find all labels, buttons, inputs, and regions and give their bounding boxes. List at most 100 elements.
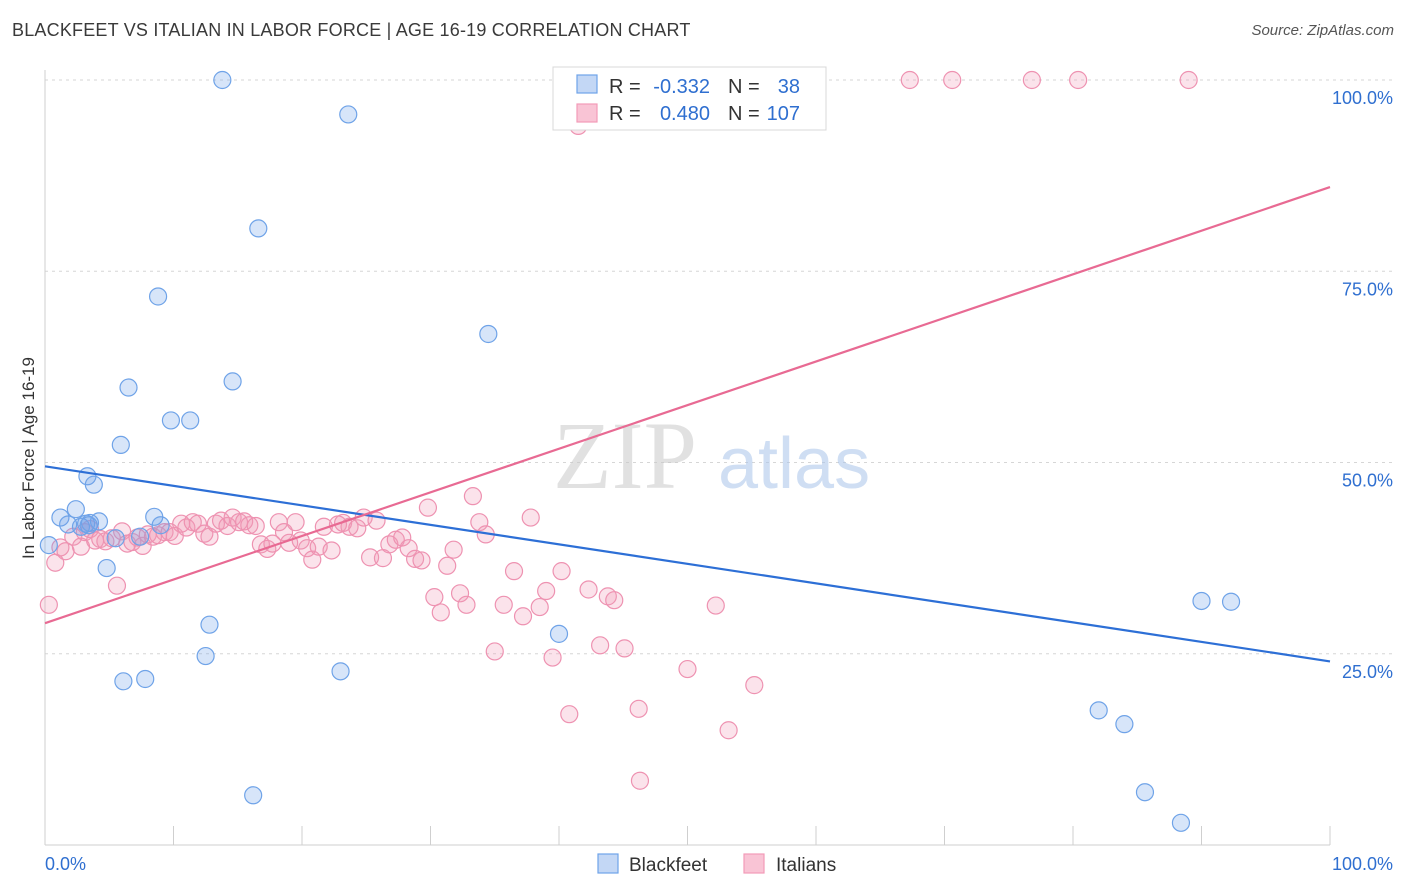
point-italians-72[interactable]: [463, 487, 483, 506]
point-italians-79[interactable]: [521, 508, 540, 527]
point-blackfeet-19[interactable]: [148, 287, 168, 306]
point-italians-98[interactable]: [900, 70, 919, 90]
point-italians-84[interactable]: [560, 705, 579, 724]
point-italians-96[interactable]: [745, 676, 764, 695]
point-italians-66[interactable]: [425, 588, 444, 607]
point-blackfeet-14[interactable]: [114, 672, 133, 691]
point-italians-81[interactable]: [537, 581, 556, 601]
bottom-legend-label-italians[interactable]: Italians: [776, 855, 836, 876]
bottom-legend-swatch-italians[interactable]: [743, 853, 765, 874]
point-italians-68[interactable]: [438, 556, 457, 575]
point-italians-61[interactable]: [393, 528, 412, 547]
point-italians-53[interactable]: [340, 517, 359, 536]
point-italians-91[interactable]: [629, 699, 648, 718]
point-blackfeet-29[interactable]: [331, 662, 350, 681]
y-tick-label-100: 100.0%: [1332, 88, 1393, 108]
point-blackfeet-17[interactable]: [136, 669, 155, 689]
point-italians-100[interactable]: [1022, 70, 1041, 90]
point-blackfeet-34[interactable]: [1115, 715, 1134, 734]
bottom-legend-label-blackfeet[interactable]: Blackfeet: [629, 855, 708, 876]
watermark: ZIP atlas: [553, 402, 870, 509]
point-blackfeet-21[interactable]: [161, 411, 181, 430]
point-italians-99[interactable]: [943, 70, 962, 90]
point-italians-39[interactable]: [258, 539, 277, 559]
point-blackfeet-22[interactable]: [181, 411, 200, 430]
point-italians-102[interactable]: [1179, 70, 1198, 90]
point-blackfeet-28[interactable]: [249, 219, 268, 238]
x-ticks: [44, 826, 1331, 845]
point-blackfeet-27[interactable]: [244, 786, 263, 805]
point-italians-92[interactable]: [630, 771, 650, 790]
point-italians-64[interactable]: [412, 551, 431, 570]
point-blackfeet-20[interactable]: [151, 516, 170, 535]
point-italians-65[interactable]: [418, 498, 438, 517]
point-blackfeet-7[interactable]: [80, 513, 100, 533]
legend-n-value-italians: 107: [767, 103, 800, 125]
point-italians-44[interactable]: [286, 513, 305, 532]
trend-line-blackfeet: [44, 465, 1331, 663]
point-blackfeet-13[interactable]: [111, 435, 130, 455]
point-blackfeet-10[interactable]: [89, 512, 109, 531]
point-italians-36[interactable]: [240, 516, 259, 535]
point-italians-95[interactable]: [719, 721, 738, 740]
point-blackfeet-37[interactable]: [1192, 591, 1211, 611]
legend-n-label-2: N =: [728, 103, 760, 125]
point-italians-86[interactable]: [579, 580, 598, 599]
point-italians-50[interactable]: [322, 541, 341, 560]
point-blackfeet-1[interactable]: [51, 508, 70, 527]
point-italians-12[interactable]: [107, 576, 127, 595]
point-blackfeet-30[interactable]: [339, 105, 358, 124]
point-italians-83[interactable]: [552, 562, 571, 581]
point-italians-42[interactable]: [274, 523, 294, 542]
point-italians-76[interactable]: [494, 595, 513, 614]
point-blackfeet-12[interactable]: [106, 529, 125, 548]
point-blackfeet-15[interactable]: [119, 378, 138, 397]
point-italians-46[interactable]: [298, 539, 317, 558]
point-italians-93[interactable]: [678, 659, 697, 679]
point-blackfeet-32[interactable]: [549, 624, 569, 643]
point-italians-78[interactable]: [513, 607, 533, 626]
point-italians-62[interactable]: [399, 539, 418, 558]
point-italians-54[interactable]: [348, 519, 367, 538]
point-italians-37[interactable]: [246, 516, 265, 536]
point-italians-27[interactable]: [188, 514, 208, 533]
point-blackfeet-38[interactable]: [1221, 592, 1241, 611]
point-blackfeet-31[interactable]: [479, 324, 498, 344]
point-italians-94[interactable]: [706, 596, 725, 615]
series-legend[interactable]: Blackfeet Italians: [597, 853, 836, 876]
point-italians-69[interactable]: [444, 540, 463, 559]
point-italians-90[interactable]: [615, 639, 634, 658]
point-blackfeet-4[interactable]: [71, 517, 91, 536]
point-blackfeet-16[interactable]: [130, 527, 150, 546]
point-italians-75[interactable]: [485, 642, 504, 661]
point-blackfeet-36[interactable]: [1171, 813, 1191, 832]
point-blackfeet-35[interactable]: [1135, 783, 1155, 802]
point-blackfeet-26[interactable]: [223, 372, 242, 391]
point-italians-70[interactable]: [450, 584, 470, 603]
point-blackfeet-0[interactable]: [39, 536, 58, 555]
point-blackfeet-9[interactable]: [84, 475, 103, 494]
point-blackfeet-24[interactable]: [200, 615, 219, 634]
point-italians-67[interactable]: [431, 603, 450, 622]
point-blackfeet-3[interactable]: [66, 500, 85, 519]
point-italians-28[interactable]: [195, 524, 214, 543]
point-italians-101[interactable]: [1069, 70, 1088, 90]
point-italians-89[interactable]: [605, 591, 624, 610]
point-italians-77[interactable]: [504, 562, 524, 581]
point-italians-0[interactable]: [39, 595, 58, 614]
point-italians-71[interactable]: [457, 595, 476, 614]
series-blackfeet-points: [39, 70, 1241, 832]
point-italians-30[interactable]: [206, 514, 226, 533]
point-blackfeet-23[interactable]: [196, 646, 215, 666]
point-italians-33[interactable]: [223, 508, 242, 527]
point-blackfeet-33[interactable]: [1089, 701, 1108, 720]
point-italians-87[interactable]: [591, 636, 610, 655]
point-italians-56[interactable]: [361, 548, 380, 567]
point-blackfeet-11[interactable]: [97, 558, 116, 578]
bottom-legend-swatch-blackfeet[interactable]: [597, 853, 619, 874]
point-blackfeet-25[interactable]: [213, 70, 232, 90]
point-italians-63[interactable]: [405, 549, 425, 568]
point-italians-82[interactable]: [543, 648, 562, 667]
point-italians-80[interactable]: [530, 597, 549, 617]
